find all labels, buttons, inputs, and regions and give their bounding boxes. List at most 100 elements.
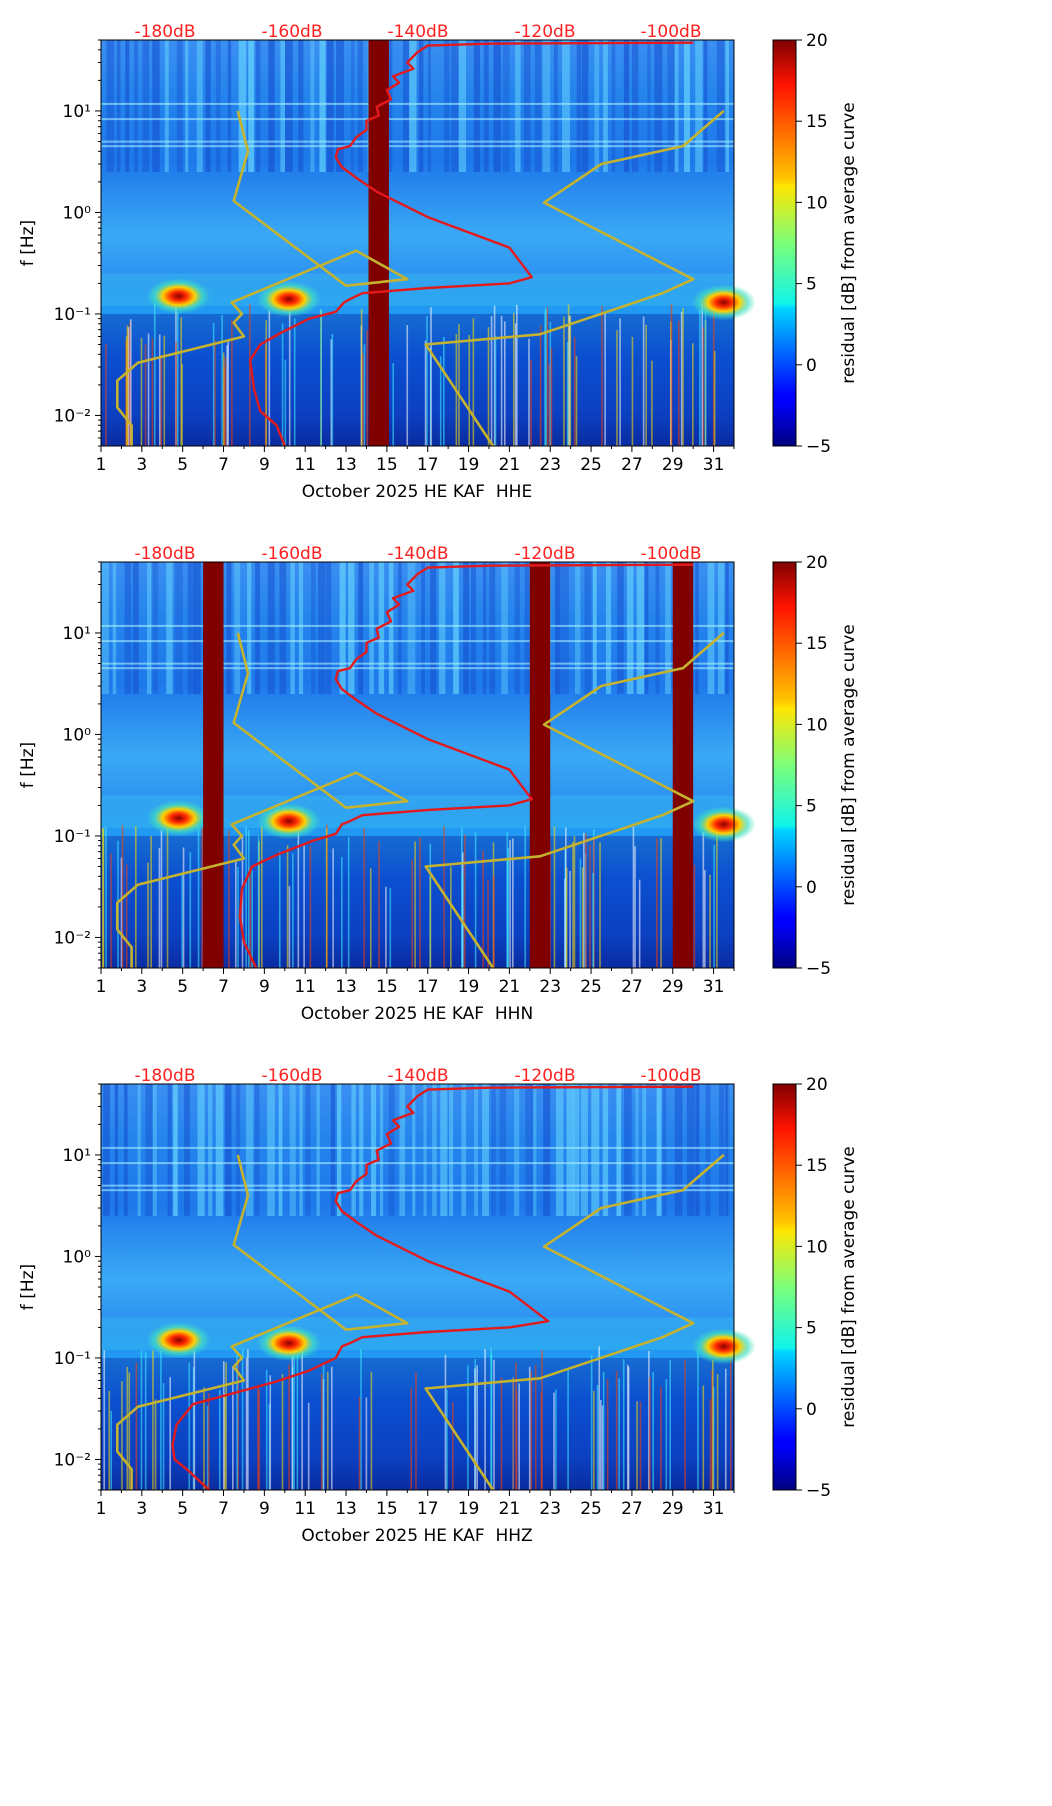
texture-streak: [616, 1084, 622, 1217]
colorbar-label: residual [dB] from average curve: [839, 102, 859, 383]
texture-spike: [704, 870, 706, 968]
texture-streak: [725, 40, 729, 173]
axes-layer: 1 3 5 7 9 11 13 15 17 19 21 23 25 27 29 3110⁻²10⁻¹10⁰10…: [54, 561, 735, 997]
texture-spike: [278, 851, 281, 968]
texture-spike: [365, 1397, 368, 1490]
texture-streak: [575, 562, 581, 695]
spectrogram-plot: 1 3 5 7 9 11 13 15 17 19 21 23 25 27 29 3110⁻²10⁻¹10⁰10…: [54, 1083, 756, 1519]
texture-streak: [493, 40, 501, 173]
texture-streak: [208, 1084, 213, 1217]
texture-spike: [297, 824, 300, 968]
texture-spike: [651, 360, 653, 446]
texture-streak: [311, 562, 316, 695]
texture-spike: [593, 1390, 595, 1490]
texture-spike: [540, 1392, 543, 1490]
colorbar-ticks: −5 0 5 10 15 20: [796, 31, 831, 457]
low-frequency-band: [101, 1357, 734, 1490]
texture-spike: [347, 837, 350, 968]
texture-spike: [245, 826, 247, 968]
texture-spike: [487, 880, 489, 968]
x-axis-label: October 2025 HE KAF HHN: [301, 1004, 533, 1024]
texture-spike: [476, 1365, 478, 1490]
texture-spike: [120, 857, 123, 968]
texture-spike: [419, 837, 421, 968]
texture-streak: [573, 1084, 580, 1217]
data-gap: [203, 562, 224, 968]
texture-spike: [269, 1375, 272, 1490]
texture-spike: [573, 835, 576, 968]
texture-streak: [106, 40, 115, 173]
texture-spike: [697, 1350, 699, 1490]
texture-streak: [319, 40, 326, 173]
texture-streak: [667, 40, 676, 173]
texture-spike: [528, 338, 530, 446]
texture-streak: [114, 1084, 119, 1217]
spectrogram-texture: [101, 40, 756, 446]
texture-streak: [443, 40, 450, 173]
texture-spike: [509, 839, 511, 968]
texture-streak: [635, 1084, 639, 1217]
x-tick-label: 21: [499, 1499, 521, 1519]
texture-streak: [514, 1084, 520, 1217]
texture-spike: [231, 320, 233, 446]
texture-spike: [325, 828, 328, 968]
texture-streak: [684, 40, 690, 173]
texture-line: [101, 624, 734, 627]
colorbar-tick-label: 5: [806, 797, 817, 817]
texture-streak: [412, 1084, 416, 1217]
colorbar-tick-label: 10: [806, 193, 828, 213]
texture-spike: [360, 1349, 362, 1490]
texture-streak: [225, 1084, 232, 1217]
high-noise-model-line: [424, 631, 725, 969]
texture-streak: [407, 562, 416, 695]
texture-streak: [594, 40, 600, 173]
texture-streak: [644, 562, 649, 695]
texture-streak: [167, 1084, 172, 1217]
y-tick-label: 10⁻¹: [54, 305, 91, 325]
texture-spike: [514, 323, 517, 446]
texture-spike: [330, 1366, 333, 1490]
texture-spike: [716, 826, 718, 968]
x-tick-label: 9: [259, 977, 270, 997]
texture-spike: [222, 352, 225, 446]
texture-spike: [589, 844, 591, 968]
texture-spike: [649, 1377, 651, 1490]
texture-streak: [418, 40, 424, 173]
texture-streak: [339, 562, 346, 695]
texture-spike: [716, 1374, 719, 1490]
texture-spike: [126, 1366, 129, 1490]
texture-spike: [222, 1361, 225, 1490]
texture-spike: [105, 826, 107, 968]
texture-spike: [568, 315, 571, 446]
texture-streak: [194, 562, 201, 695]
texture-spike: [392, 363, 395, 446]
high-noise-model-line: [424, 1153, 725, 1491]
x-tick-label: 11: [294, 455, 316, 475]
texture-spike: [468, 334, 471, 446]
texture-streak: [427, 40, 432, 173]
texture-streak: [399, 1084, 406, 1217]
texture-streak: [627, 562, 634, 695]
top-db-label: -160dB: [261, 22, 322, 42]
hotspot: [256, 803, 321, 840]
texture-spike: [214, 340, 216, 446]
texture-spike: [615, 1370, 618, 1490]
texture-spike: [162, 1383, 165, 1490]
median-PSD-line: [238, 563, 694, 969]
texture-spike: [378, 841, 380, 968]
y-axis-label: f [Hz]: [18, 1264, 38, 1310]
texture-streak: [514, 562, 520, 695]
texture-streak: [592, 562, 597, 695]
colorbar-tick-label: 20: [806, 31, 828, 51]
texture-line: [101, 118, 734, 121]
texture-streak: [499, 1084, 507, 1217]
texture-spike: [154, 1399, 157, 1490]
top-db-label: -160dB: [261, 544, 322, 564]
colorbar-label: residual [dB] from average curve: [839, 1146, 859, 1427]
texture-spike: [500, 315, 503, 446]
texture-streak: [605, 562, 612, 695]
texture-spike: [660, 1386, 662, 1490]
x-tick-label: 31: [703, 977, 725, 997]
data-gap: [368, 40, 389, 446]
texture-spike: [320, 1373, 323, 1490]
